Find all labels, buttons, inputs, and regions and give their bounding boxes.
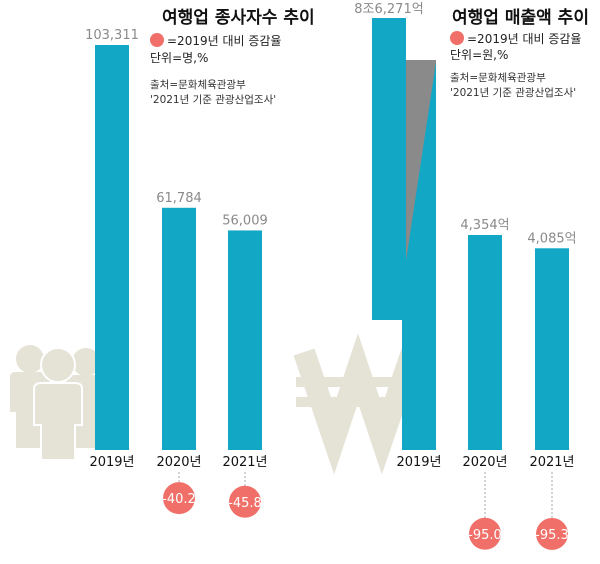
bar <box>95 45 129 450</box>
change-dot <box>536 517 568 550</box>
source-line-1: 출처=문화체육관광부 <box>450 72 546 84</box>
category-label: 2020년 <box>156 455 201 470</box>
category-label: 2021년 <box>529 455 574 470</box>
change-legend-dot <box>150 33 164 47</box>
bar-upper <box>372 18 406 320</box>
employees-chart: 103,311 2019년 61,784 2020년 -40.2 56,009 2021년 -… <box>85 28 268 518</box>
change-label: -45.8 <box>228 496 262 511</box>
revenue-chart: 8조6,271억 2019년 4,354억 2020년 -95.0 4,085억 2021년… <box>354 2 577 550</box>
unit-note: 단위=명,% <box>150 51 208 65</box>
change-dot <box>229 485 261 518</box>
bar <box>535 248 569 450</box>
value-label: 8조6,271억 <box>354 2 423 17</box>
bar <box>228 230 262 450</box>
employees-chart-header: 여행업 종사자수 추이 =2019년 대비 증감율 단위=명,% 출처=문화체육… <box>150 8 315 106</box>
change-label: -95.0 <box>468 528 502 543</box>
bar-break-shadow <box>398 60 436 314</box>
category-label: 2021년 <box>222 455 267 470</box>
change-dot <box>469 517 501 550</box>
change-label: -95.3 <box>535 528 569 543</box>
change-label: -40.2 <box>162 492 196 507</box>
value-label: 4,354억 <box>460 218 509 233</box>
source-line-2: '2021년 기준 관광산업조사' <box>450 86 576 99</box>
people-silhouette-icon <box>10 345 106 461</box>
value-label: 103,311 <box>85 28 139 43</box>
source-line-1: 출처=문화체육관광부 <box>150 79 246 91</box>
change-legend-label: =2019년 대비 증감율 <box>167 34 281 48</box>
category-label: 2019년 <box>89 455 134 470</box>
unit-note: 단위=원,% <box>450 48 508 62</box>
value-label: 61,784 <box>156 191 202 206</box>
revenue-chart-header: 여행업 매출액 추이 =2019년 대비 증감율 단위=원,% 출처=문화체육관… <box>450 8 589 99</box>
chart-title: 여행업 종사자수 추이 <box>162 8 315 28</box>
change-dot <box>163 482 195 515</box>
source-line-2: '2021년 기준 관광산업조사' <box>150 93 276 106</box>
change-legend-label: =2019년 대비 증감율 <box>467 32 581 46</box>
chart-title: 여행업 매출액 추이 <box>452 8 589 28</box>
won-sign-icon <box>293 333 423 475</box>
change-legend-dot <box>450 31 464 45</box>
value-label: 56,009 <box>222 213 268 228</box>
category-label: 2020년 <box>462 455 507 470</box>
bar <box>162 207 196 450</box>
bar <box>468 235 502 450</box>
value-label: 4,085억 <box>527 231 576 246</box>
category-label: 2019년 <box>396 455 441 470</box>
